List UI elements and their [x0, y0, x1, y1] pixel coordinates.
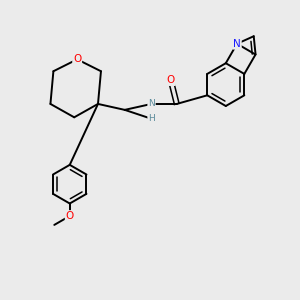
Text: N: N: [148, 99, 155, 108]
Text: O: O: [66, 211, 74, 221]
Text: O: O: [167, 75, 175, 85]
Text: O: O: [73, 54, 81, 64]
Text: N: N: [233, 39, 241, 49]
Text: H: H: [148, 114, 155, 123]
